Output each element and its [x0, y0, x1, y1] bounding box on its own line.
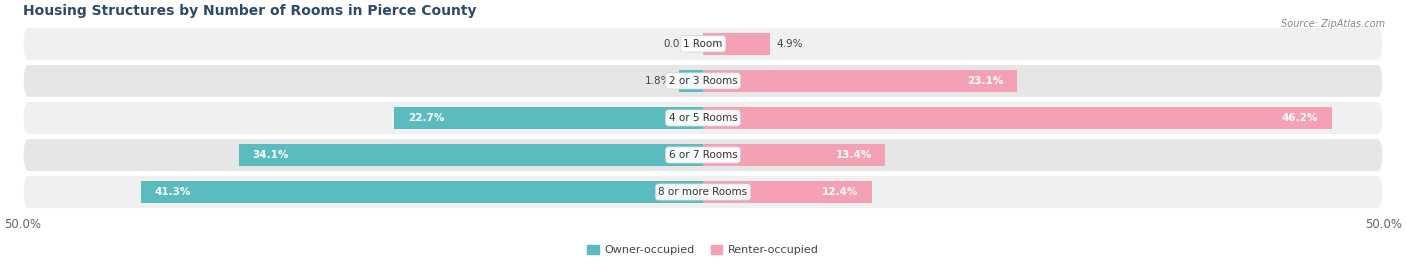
Text: 34.1%: 34.1% — [253, 150, 290, 160]
Text: 1.8%: 1.8% — [645, 76, 672, 86]
Text: 41.3%: 41.3% — [155, 187, 191, 197]
Bar — [239, 144, 703, 166]
Bar — [703, 33, 769, 55]
Text: 0.03%: 0.03% — [662, 39, 696, 49]
Text: 12.4%: 12.4% — [821, 187, 858, 197]
Text: Source: ZipAtlas.com: Source: ZipAtlas.com — [1281, 19, 1385, 29]
FancyBboxPatch shape — [22, 27, 1384, 61]
Text: Housing Structures by Number of Rooms in Pierce County: Housing Structures by Number of Rooms in… — [22, 4, 477, 18]
FancyBboxPatch shape — [22, 64, 1384, 98]
Text: 6 or 7 Rooms: 6 or 7 Rooms — [669, 150, 737, 160]
FancyBboxPatch shape — [22, 175, 1384, 209]
Text: 4 or 5 Rooms: 4 or 5 Rooms — [669, 113, 737, 123]
Bar — [703, 70, 1018, 92]
Bar — [703, 107, 1331, 129]
Text: 1 Room: 1 Room — [683, 39, 723, 49]
FancyBboxPatch shape — [22, 101, 1384, 135]
Text: 4.9%: 4.9% — [776, 39, 803, 49]
Legend: Owner-occupied, Renter-occupied: Owner-occupied, Renter-occupied — [583, 240, 823, 260]
Bar — [703, 181, 872, 203]
FancyBboxPatch shape — [22, 138, 1384, 172]
Text: 8 or more Rooms: 8 or more Rooms — [658, 187, 748, 197]
Bar — [141, 181, 703, 203]
Bar — [703, 144, 886, 166]
Text: 46.2%: 46.2% — [1282, 113, 1317, 123]
Bar — [679, 70, 703, 92]
Text: 13.4%: 13.4% — [835, 150, 872, 160]
Text: 23.1%: 23.1% — [967, 76, 1004, 86]
Bar — [394, 107, 703, 129]
Text: 22.7%: 22.7% — [408, 113, 444, 123]
Text: 2 or 3 Rooms: 2 or 3 Rooms — [669, 76, 737, 86]
